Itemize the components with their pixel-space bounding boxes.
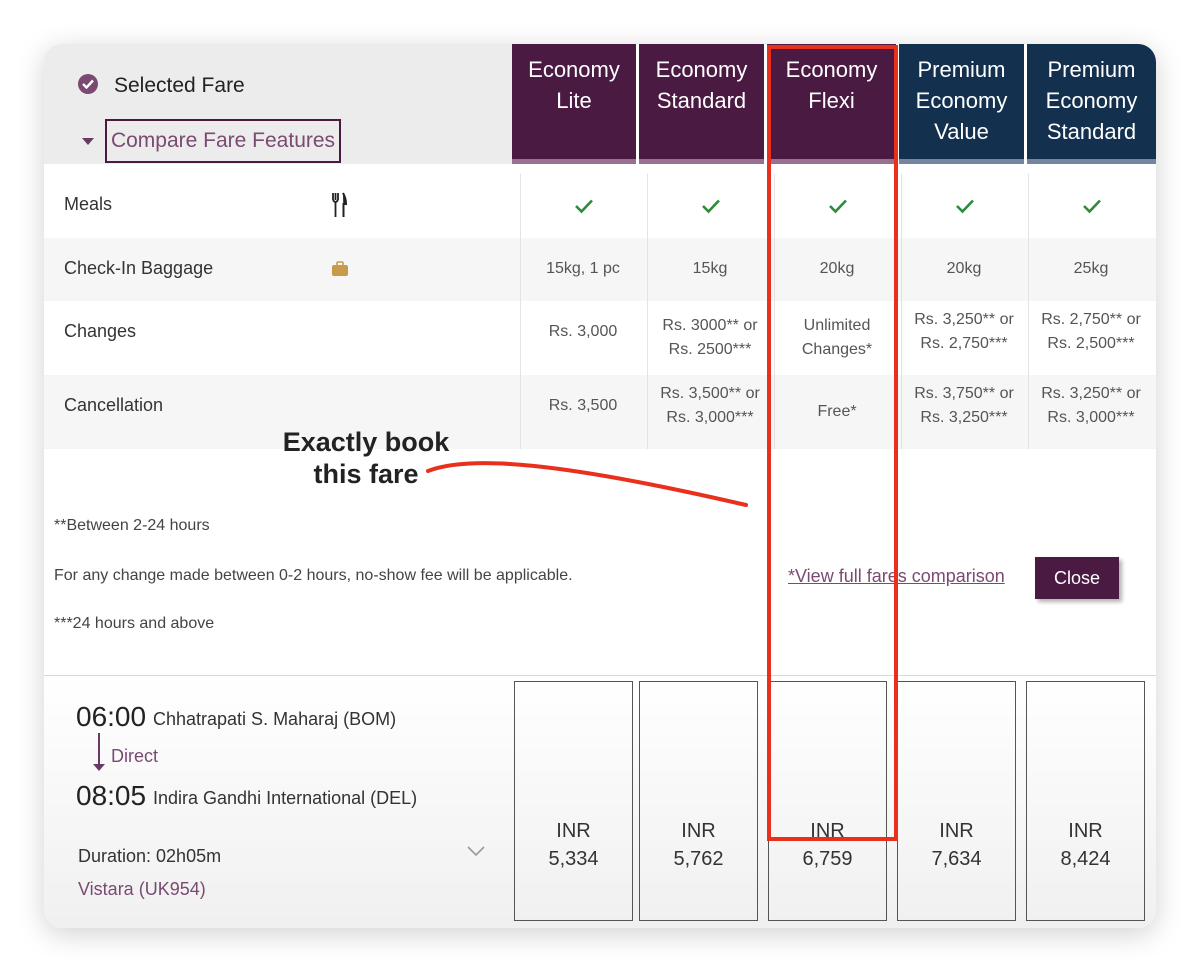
changes-value: Rs. 2,750** or Rs. 2,500*** [1041, 311, 1141, 352]
price-premium-economy-value[interactable]: INR 7,634 [897, 681, 1016, 921]
cancellation-value: Rs. 3,250** or Rs. 3,000*** [1041, 385, 1141, 426]
suitcase-icon [332, 261, 348, 276]
baggage-value: 20kg [819, 260, 855, 277]
feature-label: Check-In Baggage [64, 258, 214, 278]
fare-name-line: Economy [1045, 88, 1138, 113]
fare-name-line: Standard [1046, 119, 1137, 144]
fare-name-line: Premium [917, 57, 1006, 82]
check-icon [575, 199, 593, 214]
fare-header-left: Selected Fare Compare Fare Features [44, 44, 512, 164]
fare-name-line: Lite [556, 88, 592, 113]
fork-knife-icon [332, 192, 347, 217]
cancellation-value: Rs. 3,500 [548, 397, 618, 414]
fare-name-line: Economy [655, 57, 748, 82]
airline-flight-number: Vistara (UK954) [78, 879, 206, 899]
departure-time: 06:00 [76, 701, 147, 732]
price-economy-standard[interactable]: INR 5,762 [639, 681, 758, 921]
check-circle-icon [78, 74, 98, 94]
fare-name-line: Flexi [808, 88, 855, 113]
changes-value: Rs. 3,000 [548, 323, 618, 340]
flight-details: 06:00 Chhatrapati S. Maharaj (BOM) Direc… [44, 675, 1156, 928]
annotation-highlight-box [767, 45, 898, 841]
arrival-airport: Indira Gandhi International (DEL) [153, 788, 418, 808]
feature-row-cancellation: Cancellation Rs. 3,500 Rs. 3,500** or Rs.… [44, 375, 1156, 449]
feature-row-meals: Meals [44, 174, 1156, 238]
flight-duration: Duration: 02h05m [78, 846, 222, 866]
fare-name-line: Economy [915, 88, 1008, 113]
price-economy-lite[interactable]: INR 5,334 [514, 681, 633, 921]
selected-fare-label: Selected Fare [114, 74, 245, 97]
cancellation-value: Rs. 3,750** or Rs. 3,250*** [914, 385, 1014, 426]
compare-fare-features-button[interactable]: Compare Fare Features [105, 119, 341, 163]
baggage-value: 15kg [692, 260, 728, 277]
stops-label: Direct [111, 746, 159, 766]
header-strip [1027, 159, 1156, 164]
feature-row-changes: Changes Rs. 3,000 Rs. 3000** or Rs. 2500*… [44, 301, 1156, 375]
fare-header-premium-economy-value[interactable]: Premium Economy Value [899, 44, 1024, 164]
fare-header-premium-economy-standard[interactable]: Premium Economy Standard [1027, 44, 1156, 164]
fare-name-line: Value [934, 119, 989, 144]
cancellation-value: Rs. 3,500** or Rs. 3,000*** [660, 385, 760, 426]
header-strip [639, 159, 764, 164]
check-icon [829, 199, 847, 214]
fare-header-economy-standard[interactable]: Economy Standard [639, 44, 764, 164]
changes-value: Unlimited Changes* [801, 317, 873, 358]
changes-value: Rs. 3000** or Rs. 2500*** [662, 317, 758, 358]
check-icon [1083, 199, 1101, 214]
feature-label: Cancellation [64, 395, 164, 415]
footnote-24-hours: ***24 hours and above [54, 615, 215, 632]
fare-header-economy-flexi[interactable]: Economy Flexi [767, 44, 896, 164]
fare-name-line: Premium [1047, 57, 1136, 82]
header-strip [899, 159, 1024, 164]
column-divider [647, 174, 648, 449]
close-button[interactable]: Close [1035, 557, 1119, 599]
column-divider [520, 174, 521, 449]
changes-value: Rs. 3,250** or Rs. 2,750*** [914, 311, 1014, 352]
departure-airport: Chhatrapati S. Maharaj (BOM) [153, 709, 397, 729]
feature-row-baggage: Check-In Baggage 15kg, 1 pc 15kg 20kg 20… [44, 238, 1156, 301]
fare-name-line: Economy [785, 57, 878, 82]
fare-comparison-card: Selected Fare Compare Fare Features Econ… [44, 44, 1156, 928]
chevron-down-icon[interactable] [466, 844, 486, 858]
arrival-time: 08:05 [76, 780, 147, 811]
check-icon [702, 199, 720, 214]
header-strip [767, 159, 896, 164]
arrow-down-icon [93, 764, 105, 771]
header-strip [512, 159, 636, 164]
feature-label: Changes [64, 321, 137, 341]
column-divider [1028, 174, 1029, 449]
fare-name-line: Standard [656, 88, 747, 113]
annotation-text: Exactly book this fare [282, 427, 450, 489]
footnote-between-hours: **Between 2-24 hours [54, 517, 210, 534]
cancellation-value: Free* [817, 403, 857, 420]
price-premium-economy-standard[interactable]: INR 8,424 [1026, 681, 1145, 921]
check-icon [956, 199, 974, 214]
fare-name-line: Economy [528, 57, 620, 82]
column-divider [901, 174, 902, 449]
fare-header-economy-lite[interactable]: Economy Lite [512, 44, 636, 164]
feature-label: Meals [64, 194, 113, 214]
baggage-value: 25kg [1073, 260, 1109, 277]
route-line [98, 733, 100, 767]
footnote-no-show: For any change made between 0-2 hours, n… [54, 567, 573, 584]
baggage-value: 15kg, 1 pc [546, 260, 620, 277]
baggage-value: 20kg [946, 260, 982, 277]
caret-down-icon[interactable] [82, 138, 94, 145]
column-divider [774, 174, 775, 449]
